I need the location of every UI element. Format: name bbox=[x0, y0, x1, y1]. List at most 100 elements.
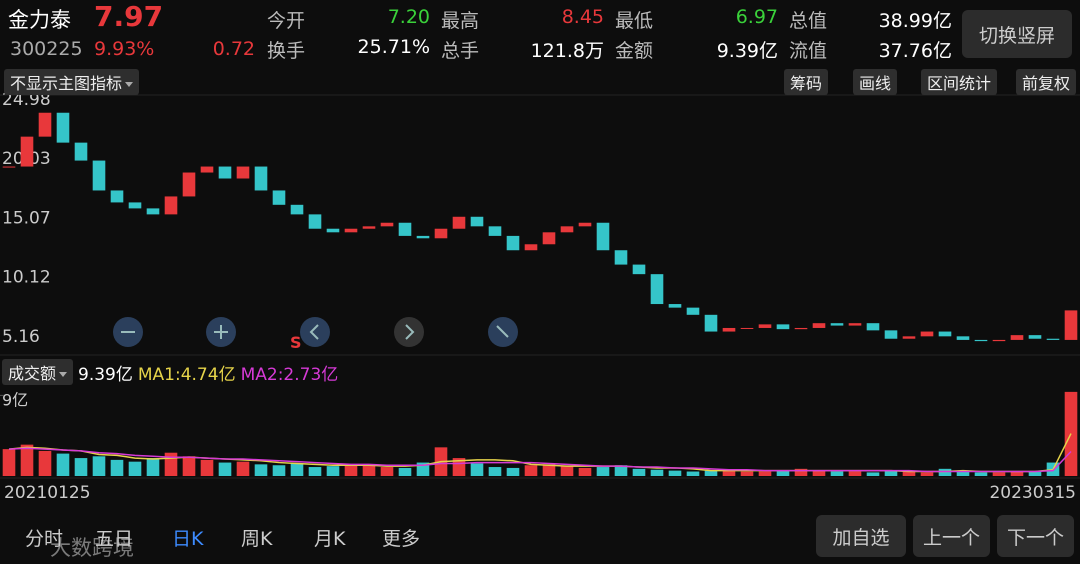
zoom-out-button[interactable] bbox=[113, 317, 143, 347]
tool-button[interactable]: 画线 bbox=[853, 69, 898, 95]
candle bbox=[920, 331, 934, 337]
stat-label: 流值 bbox=[789, 40, 828, 62]
volume-legend: 成交额 9.39亿 MA1:4.74亿 MA2:2.73亿 bbox=[2, 359, 338, 385]
tab[interactable]: 分时 bbox=[25, 528, 64, 550]
stat-label: 今开 bbox=[267, 10, 306, 32]
collapse-button[interactable] bbox=[488, 317, 518, 347]
volume-bar bbox=[686, 471, 700, 476]
action-button[interactable]: 下一个 bbox=[997, 515, 1074, 557]
volume-bar bbox=[758, 471, 772, 476]
volume-select[interactable]: 成交额 bbox=[2, 359, 74, 385]
y-tick-label: 15.07 bbox=[2, 208, 51, 228]
candle bbox=[1028, 335, 1042, 339]
volume-bar bbox=[254, 464, 268, 476]
volume-bar bbox=[578, 467, 592, 476]
tab[interactable]: 五日 bbox=[95, 528, 134, 550]
stock-name: 金力泰 bbox=[8, 8, 71, 32]
stat-label: 最低 bbox=[615, 10, 654, 32]
indicator-select[interactable]: 不显示主图指标 bbox=[4, 69, 140, 95]
signal-marker: S bbox=[290, 333, 302, 352]
volume-value: 9.39亿 bbox=[78, 364, 133, 385]
volume-bar bbox=[614, 465, 628, 476]
switch-button[interactable]: 切换竖屏 bbox=[962, 10, 1072, 58]
candle bbox=[452, 216, 466, 229]
tool-button[interactable]: 区间统计 bbox=[921, 69, 998, 95]
price: 7.97 bbox=[94, 0, 164, 33]
candle bbox=[668, 304, 682, 308]
volume-bar bbox=[164, 452, 178, 476]
candle bbox=[182, 172, 196, 197]
candle bbox=[686, 307, 700, 315]
y-tick-label: 9亿 bbox=[2, 390, 28, 409]
candle bbox=[200, 166, 214, 173]
stat-label: 总值 bbox=[789, 10, 828, 32]
volume-bar bbox=[884, 470, 898, 476]
candle bbox=[470, 216, 484, 227]
candle bbox=[434, 228, 448, 239]
candle bbox=[254, 166, 268, 191]
candle bbox=[344, 228, 358, 233]
candle bbox=[812, 323, 826, 328]
candle bbox=[308, 214, 322, 229]
volume-bar bbox=[902, 471, 916, 476]
tab[interactable]: 更多 bbox=[382, 528, 421, 550]
volume-bar bbox=[542, 464, 556, 476]
candle bbox=[992, 339, 1006, 342]
candle bbox=[740, 327, 754, 329]
volume-bar bbox=[290, 463, 304, 476]
y-tick-label: 5.16 bbox=[2, 327, 40, 347]
volume-bar bbox=[488, 467, 502, 476]
candle bbox=[632, 264, 646, 275]
volume-bar bbox=[326, 466, 340, 476]
volume-bar bbox=[920, 472, 934, 476]
volume-bar bbox=[380, 467, 394, 476]
candle bbox=[560, 226, 574, 233]
volume-bar bbox=[794, 468, 808, 476]
candle bbox=[794, 327, 808, 330]
zoom-in-button[interactable] bbox=[206, 317, 236, 347]
y-tick-label: 24.98 bbox=[2, 90, 51, 110]
candle bbox=[380, 222, 394, 227]
stat-value: 9.39亿 bbox=[716, 40, 778, 62]
volume-bar bbox=[1028, 471, 1042, 476]
volume-bar bbox=[470, 463, 484, 476]
candle bbox=[848, 323, 862, 326]
candle bbox=[866, 323, 880, 331]
candle bbox=[578, 222, 592, 227]
indicator-label: 不显示主图指标 bbox=[10, 74, 123, 93]
candle bbox=[38, 112, 52, 137]
action-button[interactable]: 上一个 bbox=[913, 515, 990, 557]
candle bbox=[1010, 335, 1024, 340]
candle bbox=[488, 226, 502, 236]
volume-bar bbox=[308, 467, 322, 476]
stat-label: 最高 bbox=[441, 10, 480, 32]
volume-bar bbox=[56, 453, 70, 476]
action-button[interactable]: 加自选 bbox=[816, 515, 906, 557]
volume-bar bbox=[830, 471, 844, 476]
tab[interactable]: 周K bbox=[241, 528, 273, 550]
tab[interactable]: 月K bbox=[314, 528, 346, 550]
candle bbox=[398, 222, 412, 236]
stat-value: 8.45 bbox=[561, 6, 604, 28]
candle bbox=[146, 208, 160, 215]
candle bbox=[830, 323, 844, 326]
volume-bar bbox=[722, 469, 736, 476]
next-button[interactable] bbox=[394, 317, 424, 347]
volume-bar bbox=[776, 470, 790, 476]
volume-bar bbox=[182, 456, 196, 476]
prev-button[interactable] bbox=[300, 317, 330, 347]
candle bbox=[938, 331, 952, 337]
candle bbox=[884, 330, 898, 339]
volume-bar bbox=[398, 467, 412, 476]
volume-bar bbox=[812, 470, 826, 476]
volume-bar bbox=[218, 462, 232, 476]
candle bbox=[326, 228, 340, 233]
legend-ma2: MA2:2.73亿 bbox=[240, 364, 339, 385]
candle bbox=[236, 166, 250, 179]
volume-bar bbox=[74, 458, 88, 476]
tool-button[interactable]: 筹码 bbox=[784, 69, 829, 95]
tool-button[interactable]: 前复权 bbox=[1016, 69, 1077, 95]
volume-bar bbox=[632, 468, 646, 476]
tab[interactable]: 日K bbox=[172, 528, 204, 550]
